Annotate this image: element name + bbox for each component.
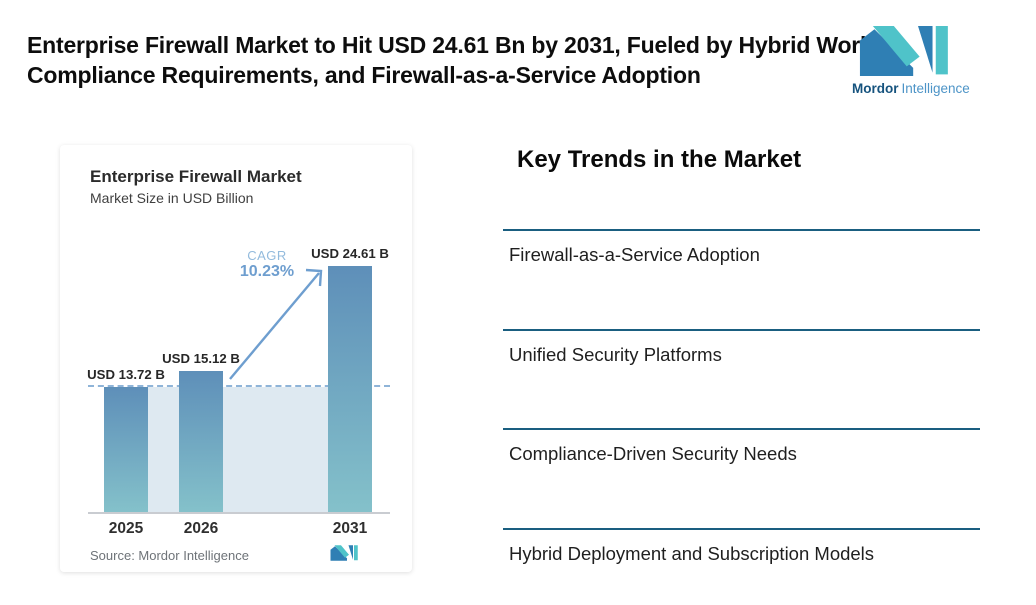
source-text: Source: Mordor Intelligence — [90, 548, 249, 563]
bar — [328, 266, 372, 512]
brand-name: Mordor Intelligence — [852, 81, 1002, 96]
cagr-annotation: CAGR 10.23% — [232, 248, 302, 281]
trends-heading: Key Trends in the Market — [517, 146, 802, 173]
trend-label: Firewall-as-a-Service Adoption — [509, 244, 760, 265]
chart-subtitle: Market Size in USD Billion — [90, 190, 254, 206]
growth-arrow-icon — [229, 268, 323, 380]
trends-list: Firewall-as-a-Service Adoption Unified Se… — [503, 229, 980, 605]
trend-label: Hybrid Deployment and Subscription Model… — [509, 543, 875, 565]
bar-value-label: USD 15.12 B — [162, 351, 240, 366]
brand-name-light: Intelligence — [901, 81, 970, 96]
cagr-value: 10.23% — [239, 263, 295, 280]
chart-title: Enterprise Firewall Market — [90, 167, 302, 186]
trend-item: Unified Security Platforms — [503, 328, 980, 429]
brand-block: Mordor Intelligence — [852, 26, 1002, 96]
chart-band-fill — [104, 387, 372, 512]
x-axis-label: 2031 — [332, 520, 368, 537]
brand-name-bold: Mordor — [852, 81, 899, 96]
x-axis-label: 2025 — [108, 520, 144, 537]
trend-label: Unified Security Platforms — [509, 343, 722, 365]
bar-value-label: USD 24.61 B — [311, 246, 389, 261]
chart-plot: USD 13.72 B 2025 USD 15.12 B 2026 USD 24.61 … — [87, 245, 390, 537]
mordor-logo-small-icon — [330, 545, 358, 561]
trend-item: Compliance-Driven Security Needs — [503, 428, 980, 528]
trend-label: Compliance-Driven Security Needs — [509, 443, 797, 465]
chart-dashed-reference-line — [88, 385, 390, 387]
cagr-label: CAGR — [247, 248, 287, 263]
chart-card: Enterprise Firewall Market Market Size i… — [60, 145, 412, 572]
trend-item: Firewall-as-a-Service Adoption — [503, 229, 980, 329]
bar-value-label: USD 13.72 B — [87, 367, 165, 382]
trend-item: Hybrid Deployment and Subscription Model… — [503, 528, 980, 605]
page-title: Enterprise Firewall Market to Hit USD 24… — [27, 32, 879, 88]
bar — [104, 387, 148, 512]
bar — [179, 371, 223, 512]
mordor-logo-icon — [859, 26, 948, 76]
x-axis-label: 2026 — [183, 520, 219, 537]
